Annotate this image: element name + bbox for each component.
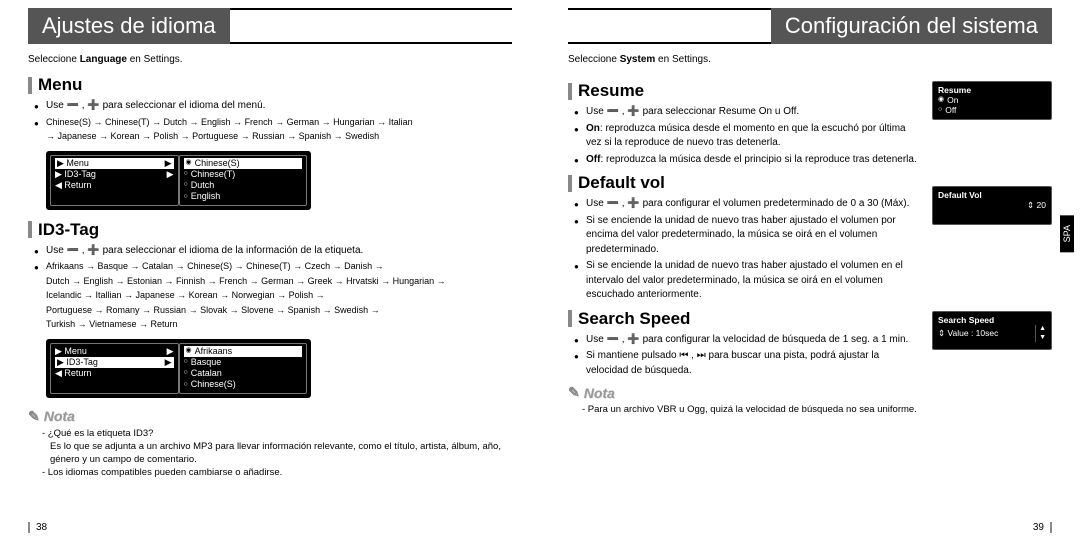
right-main-col: Resume Use ➖ , ➕ para seleccionar Resume… <box>568 75 918 416</box>
id3-screen: ▶ Menu▶ ▶ ID3-Tag▶ ◀ Return ◉Afrikaans ○… <box>46 339 311 398</box>
menu-screen-l2: ▶ ID3-Tag▶ <box>55 169 174 180</box>
header-title-right: Configuración del sistema <box>771 8 1052 44</box>
nota-b: - Los idiomas compatibles pueden cambiar… <box>42 466 512 479</box>
id3-l1: Afrikaans → Basque → Catalan → Chinese(S… <box>46 261 384 271</box>
page-left: Ajustes de idioma Seleccione Language en… <box>0 0 540 539</box>
mini-screens-col: Resume ◉On ○Off Default Vol ⇕ 20 Search … <box>932 75 1052 416</box>
instr-pre-r: Seleccione <box>568 54 620 65</box>
section-defaultvol-title: Default vol <box>568 173 918 193</box>
nota-body-left: - ¿Qué es la etiqueta ID3? Es lo que se … <box>42 427 512 480</box>
nota-ra: - Para un archivo VBR u Ogg, quizá la ve… <box>582 403 918 416</box>
instruction-right: Seleccione System en Settings. <box>568 54 1052 65</box>
id3-l4: Portuguese → Romany → Russian → Slovak →… <box>46 305 380 315</box>
menu-screen-r3: ○Dutch <box>184 180 303 191</box>
resume-off: Off: reproduzca la música desde el princ… <box>574 153 918 168</box>
instr-post-r: en Settings. <box>655 54 711 65</box>
id3-screen-r4: ○Chinese(S) <box>184 379 303 390</box>
nota-label-left: Nota <box>28 408 512 425</box>
resume-bullets: Use ➖ , ➕ para seleccionar Resume On u O… <box>574 105 918 167</box>
instr-pre: Seleccione <box>28 54 80 65</box>
menu-langs-2: → Japanese → Korean → Polish → Portugues… <box>46 131 379 141</box>
instr-bold: Language <box>80 54 127 65</box>
menu-bullets: Use ➖ , ➕ para seleccionar el idioma del… <box>34 99 512 145</box>
menu-screen: ▶ Menu▶ ▶ ID3-Tag▶ ◀ Return ◉Chinese(S) … <box>46 151 311 210</box>
section-menu-title: Menu <box>28 75 512 95</box>
id3-l2: Dutch → English → Estonian → Finnish → F… <box>46 276 446 286</box>
menu-screen-r2: ○Chinese(T) <box>184 169 303 180</box>
header-title-left: Ajustes de idioma <box>28 8 230 44</box>
mini-search: Search Speed ⇕ Value : 10sec▲▼ <box>932 311 1052 350</box>
nota-q: - ¿Qué es la etiqueta ID3? <box>42 427 512 440</box>
page-num-right: 39 <box>1033 522 1052 533</box>
menu-screen-r1: ◉Chinese(S) <box>184 158 303 169</box>
id3-use: Use ➖ , ➕ para seleccionar el idioma de … <box>34 244 512 259</box>
id3-screen-r2: ○Basque <box>184 357 303 368</box>
resume-use: Use ➖ , ➕ para seleccionar Resume On u O… <box>574 105 918 120</box>
mini-search-title: Search Speed <box>938 315 1046 325</box>
menu-screen-l3: ◀ Return <box>55 180 174 191</box>
menu-use: Use ➖ , ➕ para seleccionar el idioma del… <box>34 99 512 114</box>
section-search-title: Search Speed <box>568 309 918 329</box>
menu-screen-left: ▶ Menu▶ ▶ ID3-Tag▶ ◀ Return <box>50 155 179 206</box>
id3-l5: Turkish → Vietnamese → Return <box>46 319 178 329</box>
nota-body-right: - Para un archivo VBR u Ogg, quizá la ve… <box>582 403 918 416</box>
arrow-icon: ▲▼ <box>1035 325 1046 342</box>
search-use: Use ➖ , ➕ para configurar la velocidad d… <box>574 333 918 348</box>
menu-screen-l1: ▶ Menu▶ <box>55 158 174 169</box>
page-num-left: 38 <box>28 522 47 533</box>
defaultvol-p2: Si se enciende la unidad de nuevo tras h… <box>574 259 918 303</box>
page-right: Configuración del sistema Seleccione Sys… <box>540 0 1080 539</box>
mini-defaultvol-title: Default Vol <box>938 190 1046 200</box>
instruction-left: Seleccione Language en Settings. <box>28 54 512 65</box>
menu-langs-1: Chinese(S) → Chinese(T) → Dutch → Englis… <box>46 117 413 127</box>
search-bullets: Use ➖ , ➕ para configurar la velocidad d… <box>574 333 918 379</box>
mini-resume-title: Resume <box>938 85 1046 95</box>
nota-a: Es lo que se adjunta a un archivo MP3 pa… <box>42 440 512 467</box>
id3-screen-r3: ○Catalan <box>184 368 303 379</box>
id3-bullets: Use ➖ , ➕ para seleccionar el idioma de … <box>34 244 512 333</box>
instr-post: en Settings. <box>127 54 183 65</box>
right-columns: Resume Use ➖ , ➕ para seleccionar Resume… <box>568 75 1052 416</box>
menu-screen-right: ◉Chinese(S) ○Chinese(T) ○Dutch ○English <box>179 155 308 206</box>
resume-on: On: reproduzca música desde el momento e… <box>574 122 918 151</box>
id3-langs: Afrikaans → Basque → Catalan → Chinese(S… <box>34 260 512 333</box>
id3-screen-l1: ▶ Menu▶ <box>55 346 174 357</box>
defaultvol-p1: Si se enciende la unidad de nuevo tras h… <box>574 214 918 258</box>
menu-langs: Chinese(S) → Chinese(T) → Dutch → Englis… <box>34 116 512 145</box>
header-right: Configuración del sistema <box>568 8 1052 44</box>
id3-screen-right: ◉Afrikaans ○Basque ○Catalan ○Chinese(S) <box>179 343 308 394</box>
side-tab-spa: SPA <box>1060 215 1074 252</box>
section-resume-title: Resume <box>568 81 918 101</box>
id3-screen-l3: ◀ Return <box>55 368 174 379</box>
mini-resume: Resume ◉On ○Off <box>932 81 1052 120</box>
mini-resume-on: ◉On <box>938 95 1046 105</box>
defaultvol-use: Use ➖ , ➕ para configurar el volumen pre… <box>574 197 918 212</box>
id3-l3: Icelandic → Itallian → Japanese → Korean… <box>46 290 325 300</box>
id3-screen-left: ▶ Menu▶ ▶ ID3-Tag▶ ◀ Return <box>50 343 179 394</box>
instr-bold-r: System <box>620 54 656 65</box>
mini-defaultvol: Default Vol ⇕ 20 <box>932 186 1052 225</box>
defaultvol-bullets: Use ➖ , ➕ para configurar el volumen pre… <box>574 197 918 303</box>
section-id3-title: ID3-Tag <box>28 220 512 240</box>
mini-defaultvol-val: ⇕ 20 <box>938 200 1046 210</box>
search-p1: Si mantiene pulsado ⏮ , ⏭ para buscar un… <box>574 349 918 378</box>
mini-resume-off: ○Off <box>938 105 1046 115</box>
header-left: Ajustes de idioma <box>28 8 512 44</box>
id3-screen-r1: ◉Afrikaans <box>184 346 303 357</box>
nota-label-right: Nota <box>568 384 918 401</box>
mini-search-val: ⇕ Value : 10sec▲▼ <box>938 325 1046 342</box>
menu-screen-r4: ○English <box>184 191 303 202</box>
id3-screen-l2: ▶ ID3-Tag▶ <box>55 357 174 368</box>
